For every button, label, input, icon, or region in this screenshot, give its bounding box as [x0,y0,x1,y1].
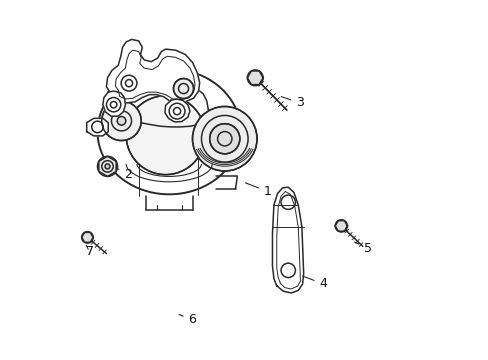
Text: 4: 4 [302,276,326,291]
Text: 3: 3 [281,96,304,109]
Polygon shape [86,118,108,136]
Circle shape [81,231,93,243]
Text: 2: 2 [116,168,132,181]
Circle shape [247,70,263,86]
Text: 6: 6 [179,313,196,327]
Text: 7: 7 [85,245,93,258]
Circle shape [117,117,125,125]
Circle shape [97,156,117,176]
Polygon shape [272,187,303,293]
Circle shape [102,101,141,140]
Circle shape [173,78,193,99]
Circle shape [335,220,346,232]
Polygon shape [106,40,199,103]
Polygon shape [102,91,125,116]
Circle shape [209,124,239,154]
Polygon shape [164,99,190,122]
Circle shape [105,164,110,169]
Circle shape [126,96,204,175]
Polygon shape [97,69,241,194]
Circle shape [192,107,257,171]
Text: 1: 1 [245,183,271,198]
Polygon shape [128,80,208,127]
Text: 5: 5 [354,242,371,255]
